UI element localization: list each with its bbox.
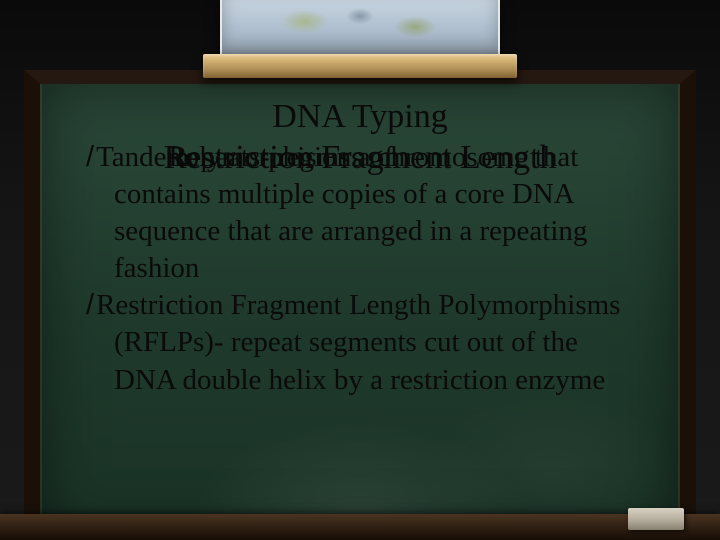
overlap-front-text: Repeats- regions of <box>196 139 394 176</box>
title-line-1: DNA Typing <box>272 98 448 135</box>
eraser <box>628 508 684 530</box>
title-body-overlap: PolymorphismsRepeats- regions of <box>196 139 350 176</box>
map-clip-decoration <box>220 0 500 80</box>
clip-bar <box>203 54 517 78</box>
bullet-2-text: Restriction Fragment Length Polymorphism… <box>96 289 620 395</box>
bullet-2: /Restriction Fragment Length Polymorphis… <box>86 287 634 398</box>
map-image <box>220 0 500 56</box>
bullet-1: /Tandem PolymorphismsRepeats- regions of… <box>86 139 634 287</box>
slide-content: DNA Typing Restriction Fragment Length /… <box>86 96 634 399</box>
chalk-ledge <box>0 514 720 540</box>
bullet-glyph: / <box>86 141 96 173</box>
slide-body: /Tandem PolymorphismsRepeats- regions of… <box>86 139 634 399</box>
bullet-glyph: / <box>86 289 96 321</box>
